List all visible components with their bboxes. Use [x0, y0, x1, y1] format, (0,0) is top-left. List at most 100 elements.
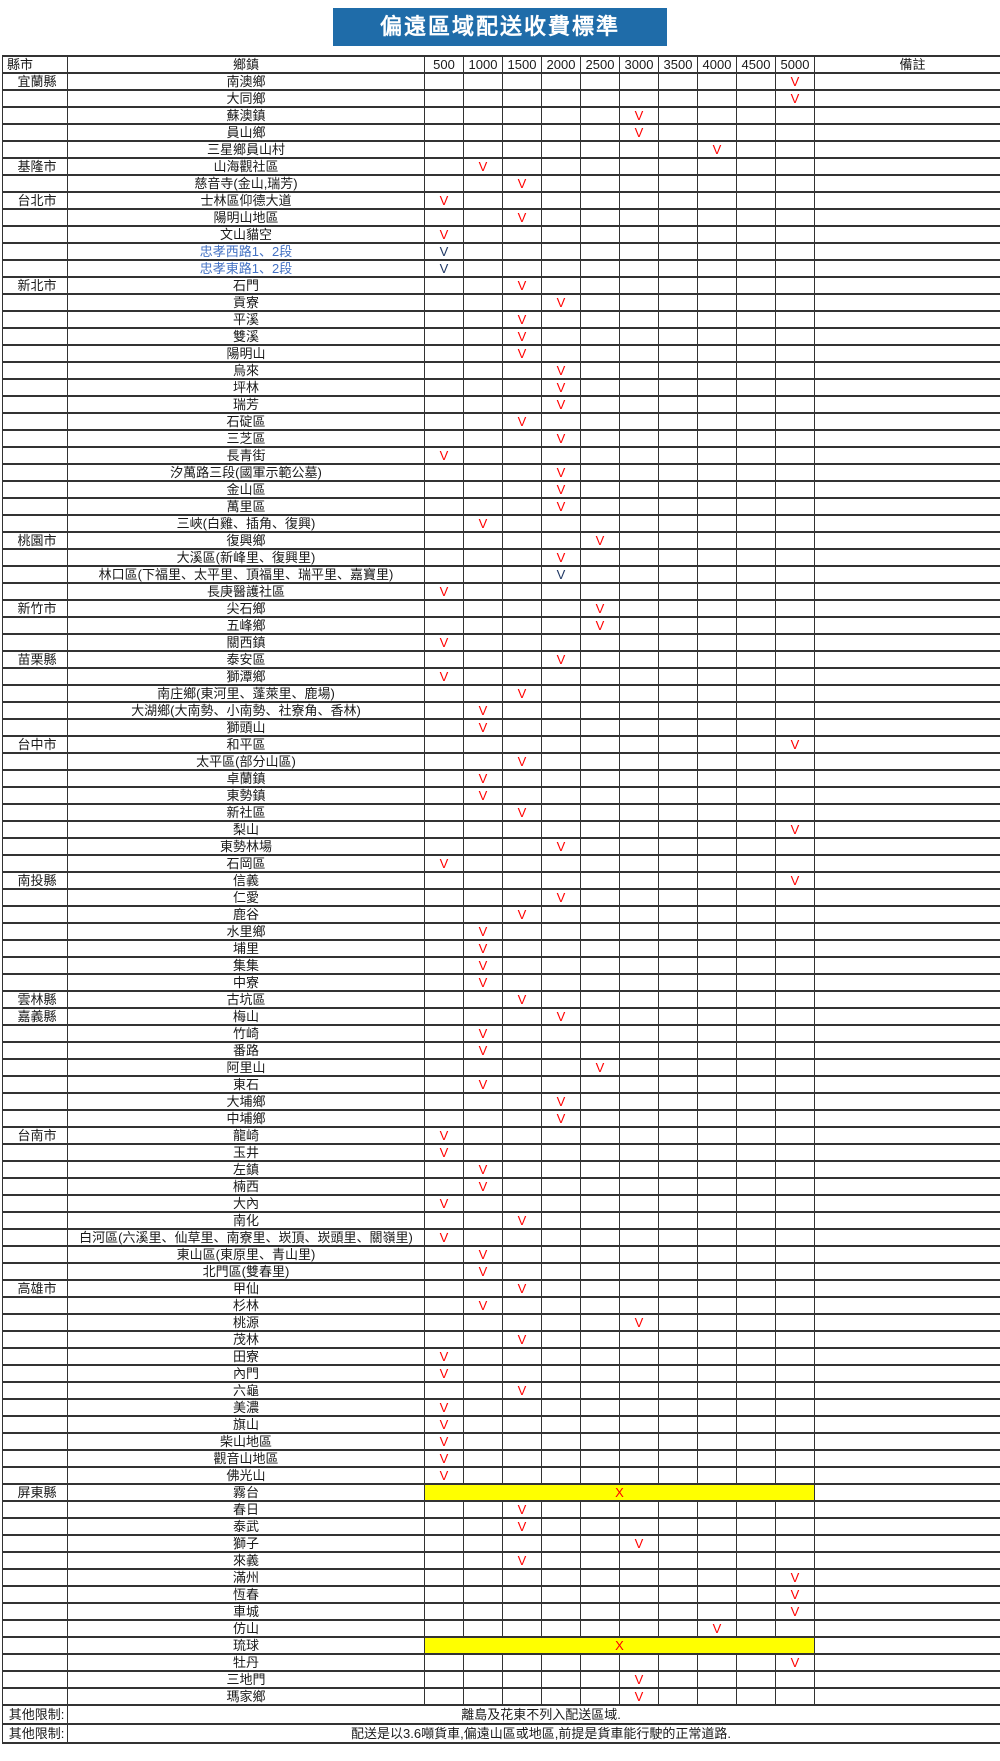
fee-cell — [464, 1586, 503, 1603]
county-cell — [3, 583, 68, 600]
fee-cell — [542, 1025, 581, 1042]
fee-cell — [425, 1569, 464, 1586]
fee-cell — [581, 1382, 620, 1399]
fee-cell — [464, 1433, 503, 1450]
fee-mark-cell: V — [464, 1161, 503, 1178]
fee-cell — [464, 1671, 503, 1688]
county-cell — [3, 753, 68, 770]
fee-cell — [620, 532, 659, 549]
note-cell — [815, 838, 1000, 855]
fee-mark-cell: V — [425, 243, 464, 260]
fee-mark-cell: V — [425, 1365, 464, 1382]
fee-cell — [776, 464, 815, 481]
fee-cell — [581, 821, 620, 838]
fee-cell — [776, 311, 815, 328]
fee-mark-cell: V — [776, 73, 815, 90]
fee-cell — [698, 1348, 737, 1365]
fee-cell — [620, 1246, 659, 1263]
fee-cell — [659, 1025, 698, 1042]
fee-cell — [542, 124, 581, 141]
county-cell — [3, 1535, 68, 1552]
fee-cell — [659, 1348, 698, 1365]
fee-cell — [659, 855, 698, 872]
fee-cell — [620, 175, 659, 192]
fee-cell — [620, 1654, 659, 1671]
fee-cell — [698, 464, 737, 481]
fee-cell — [620, 515, 659, 532]
fee-cell — [503, 1093, 542, 1110]
fee-mark-cell: V — [620, 1535, 659, 1552]
fee-cell — [659, 600, 698, 617]
fee-cell — [503, 1365, 542, 1382]
fee-cell — [581, 1671, 620, 1688]
fee-cell — [776, 1246, 815, 1263]
table-row: 大溪區(新峰里、復興里)V — [3, 549, 1000, 566]
fee-cell — [581, 787, 620, 804]
fee-mark-cell: V — [425, 1450, 464, 1467]
town-cell: 長庚醫護社區 — [68, 583, 425, 600]
fee-cell — [659, 1586, 698, 1603]
fee-cell — [503, 396, 542, 413]
county-cell — [3, 1178, 68, 1195]
fee-cell — [659, 192, 698, 209]
fee-cell — [737, 991, 776, 1008]
fee-cell — [620, 1331, 659, 1348]
note-cell — [815, 1042, 1000, 1059]
note-cell — [815, 277, 1000, 294]
fee-cell — [659, 498, 698, 515]
fee-cell — [581, 634, 620, 651]
fee-cell — [698, 311, 737, 328]
fee-cell — [542, 1382, 581, 1399]
fee-cell — [776, 634, 815, 651]
fee-cell — [425, 1552, 464, 1569]
note-cell — [815, 1144, 1000, 1161]
town-cell: 林口區(下福里、太平里、頂福里、瑞平里、嘉寶里) — [68, 566, 425, 583]
fee-cell — [620, 1450, 659, 1467]
fee-cell — [698, 1178, 737, 1195]
fee-cell — [659, 413, 698, 430]
fee-cell — [659, 1331, 698, 1348]
fee-cell — [620, 600, 659, 617]
fee-cell — [659, 668, 698, 685]
fee-cell — [776, 855, 815, 872]
fee-cell — [425, 345, 464, 362]
fee-cell — [581, 1654, 620, 1671]
fee-cell — [698, 1195, 737, 1212]
fee-cell — [776, 1450, 815, 1467]
fee-mark-cell: V — [542, 481, 581, 498]
county-cell — [3, 787, 68, 804]
fee-cell — [425, 923, 464, 940]
fee-cell — [620, 1416, 659, 1433]
town-cell: 士林區仰德大道 — [68, 192, 425, 209]
fee-cell — [620, 872, 659, 889]
fee-cell — [542, 1212, 581, 1229]
fee-mark-cell: V — [464, 1025, 503, 1042]
fee-mark-cell: V — [425, 1433, 464, 1450]
fee-cell — [737, 719, 776, 736]
fee-cell — [659, 277, 698, 294]
fee-cell — [581, 1246, 620, 1263]
fee-cell — [542, 1144, 581, 1161]
fee-cell — [581, 923, 620, 940]
no-delivery-highlight-cell: X — [425, 1484, 815, 1501]
fee-cell — [542, 1603, 581, 1620]
fee-mark-cell: V — [542, 430, 581, 447]
fee-cell — [620, 651, 659, 668]
fee-cell — [698, 90, 737, 107]
fee-cell — [620, 634, 659, 651]
fee-cell — [581, 396, 620, 413]
fee-mark-cell: V — [464, 923, 503, 940]
fee-cell — [698, 1229, 737, 1246]
fee-cell — [503, 1671, 542, 1688]
county-cell — [3, 1161, 68, 1178]
